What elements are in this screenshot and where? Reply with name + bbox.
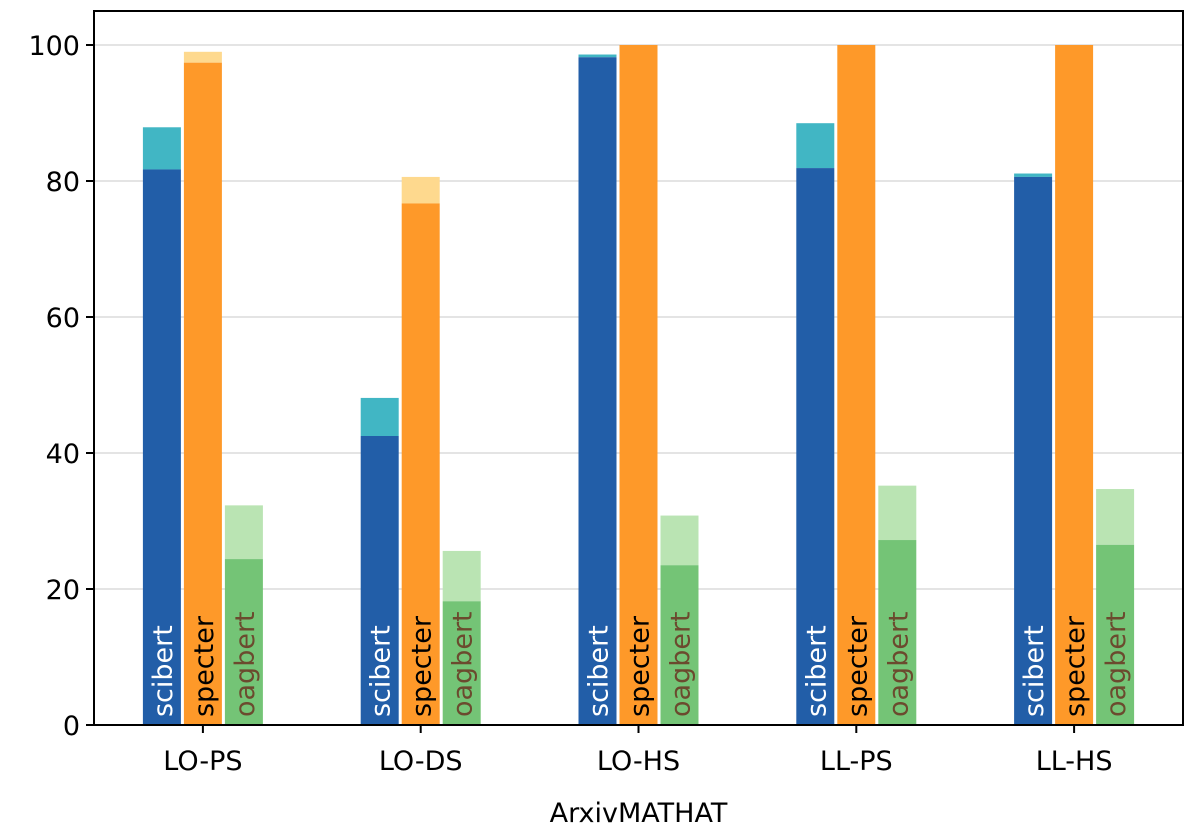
bar-scibert xyxy=(360,436,399,725)
bar-oagbert-upper xyxy=(878,485,917,541)
bar-specter xyxy=(401,203,440,725)
bar-label-scibert: scibert xyxy=(584,625,615,717)
x-tick-label: LL-HS xyxy=(1036,746,1113,777)
bar-label-specter: specter xyxy=(1060,615,1091,717)
bar-specter-upper xyxy=(401,176,440,204)
bar-scibert xyxy=(796,168,835,725)
x-axis: LO-PS LO-DS LO-HS LL-PS LL-HS xyxy=(163,725,1112,777)
bar-specter xyxy=(837,45,876,725)
bar-oagbert xyxy=(878,540,917,725)
bar-scibert xyxy=(578,57,617,726)
y-tick-label: 20 xyxy=(46,575,80,606)
x-tick-label: LO-DS xyxy=(379,746,463,777)
bar-label-oagbert: oagbert xyxy=(883,611,914,717)
bar-scibert-upper xyxy=(360,397,399,436)
y-tick-label: 0 xyxy=(63,711,80,742)
y-tick-label: 40 xyxy=(46,439,80,470)
bars xyxy=(142,45,1135,726)
y-tick-label: 100 xyxy=(28,31,80,62)
bar-label-scibert: scibert xyxy=(801,625,832,717)
bar-label-specter: specter xyxy=(189,615,220,717)
bar-label-oagbert: oagbert xyxy=(448,611,479,717)
bar-label-scibert: scibert xyxy=(148,625,179,717)
bar-oagbert xyxy=(660,565,699,725)
x-axis-label: ArxivMATHAT xyxy=(550,798,728,829)
bar-scibert-upper xyxy=(578,54,617,58)
bar-label-scibert: scibert xyxy=(366,625,397,717)
bar-oagbert xyxy=(224,559,263,725)
bar-oagbert-upper xyxy=(442,550,481,602)
bar-oagbert xyxy=(442,601,481,725)
x-tick-label: LO-PS xyxy=(163,746,242,777)
bar-specter-upper xyxy=(183,51,222,63)
bar-oagbert-upper xyxy=(660,515,699,566)
bar-specter xyxy=(1055,45,1094,725)
bar-label-oagbert: oagbert xyxy=(230,611,261,717)
bar-oagbert-upper xyxy=(224,505,263,560)
bar-scibert-upper xyxy=(796,123,835,169)
bar-scibert-upper xyxy=(1014,173,1053,177)
bar-label-specter: specter xyxy=(625,615,656,717)
bar-label-oagbert: oagbert xyxy=(1101,611,1132,717)
y-tick-label: 60 xyxy=(46,303,80,334)
bar-scibert xyxy=(142,169,181,725)
bar-label-specter: specter xyxy=(407,615,438,717)
bar-specter xyxy=(183,62,222,726)
bar-label-scibert: scibert xyxy=(1019,625,1050,717)
x-tick-label: LL-PS xyxy=(820,746,893,777)
y-axis: 0 20 40 60 80 100 xyxy=(28,31,94,742)
bar-scibert-upper xyxy=(142,127,181,170)
y-tick-label: 80 xyxy=(46,167,80,198)
bar-oagbert-upper xyxy=(1096,489,1135,545)
x-tick-label: LO-HS xyxy=(597,746,680,777)
bar-oagbert xyxy=(1096,544,1135,725)
bar-labels: scibert specter oagbert scibert specter oagbe… xyxy=(148,611,1132,717)
bar-label-specter: specter xyxy=(842,615,873,717)
bar-specter xyxy=(619,45,658,725)
bar-scibert xyxy=(1014,176,1053,726)
bar-label-oagbert: oagbert xyxy=(666,611,697,717)
